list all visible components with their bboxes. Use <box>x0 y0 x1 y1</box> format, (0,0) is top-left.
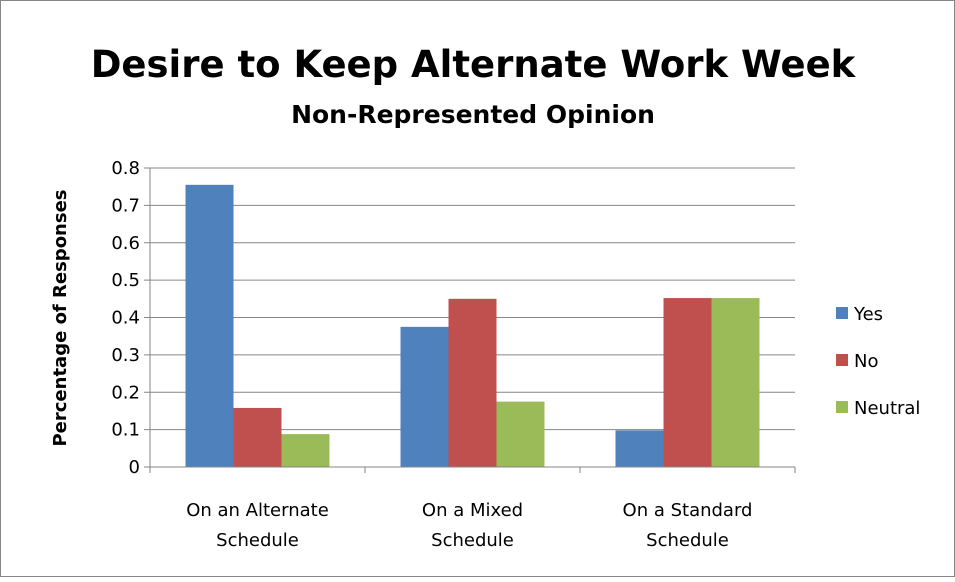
bar-yes-3 <box>615 430 664 467</box>
bar-yes-2 <box>400 326 449 467</box>
bar-no-2 <box>448 298 497 467</box>
y-axis-label: Percentage of Responses <box>50 189 71 446</box>
x-category-label: On a Mixed <box>422 500 523 521</box>
bar-no-1 <box>233 407 282 467</box>
y-tick-label: 0.1 <box>111 420 140 441</box>
bar-neutral-1 <box>281 434 330 467</box>
legend-label-neutral: Neutral <box>854 398 920 419</box>
legend-label-yes: Yes <box>853 304 883 325</box>
y-tick-label: 0.7 <box>111 195 140 216</box>
legend-swatch-yes <box>836 307 848 319</box>
legend-label-no: No <box>854 351 878 372</box>
legend-swatch-no <box>836 354 848 366</box>
x-category-label: Schedule <box>431 530 514 551</box>
bars <box>185 184 760 467</box>
x-category-label: Schedule <box>216 530 299 551</box>
y-tick-label: 0.4 <box>111 308 140 329</box>
y-tick-label: 0.8 <box>111 158 140 179</box>
legend: Yes No Neutral <box>836 304 920 419</box>
legend-swatch-neutral <box>836 401 848 413</box>
x-category-label: On a Standard <box>623 500 753 521</box>
y-tick-label: 0.2 <box>111 382 140 403</box>
y-tick-label: 0 <box>129 457 140 478</box>
chart-title: Desire to Keep Alternate Work Week <box>91 43 857 86</box>
chart-subtitle: Non-Represented Opinion <box>291 100 655 129</box>
bar-no-3 <box>663 298 712 467</box>
bar-yes-1 <box>185 184 234 467</box>
bar-neutral-3 <box>711 298 760 467</box>
y-tick-label: 0.3 <box>111 345 140 366</box>
y-tick-label: 0.6 <box>111 233 140 254</box>
x-category-label: Schedule <box>646 530 729 551</box>
y-tick-label: 0.5 <box>111 270 140 291</box>
axes: 0 0.1 0.2 0.3 0.4 0.5 0.6 0.7 0.8 On an Alternate… <box>111 158 796 551</box>
bar-neutral-2 <box>496 401 545 467</box>
x-category-label: On an Alternate <box>186 500 329 521</box>
